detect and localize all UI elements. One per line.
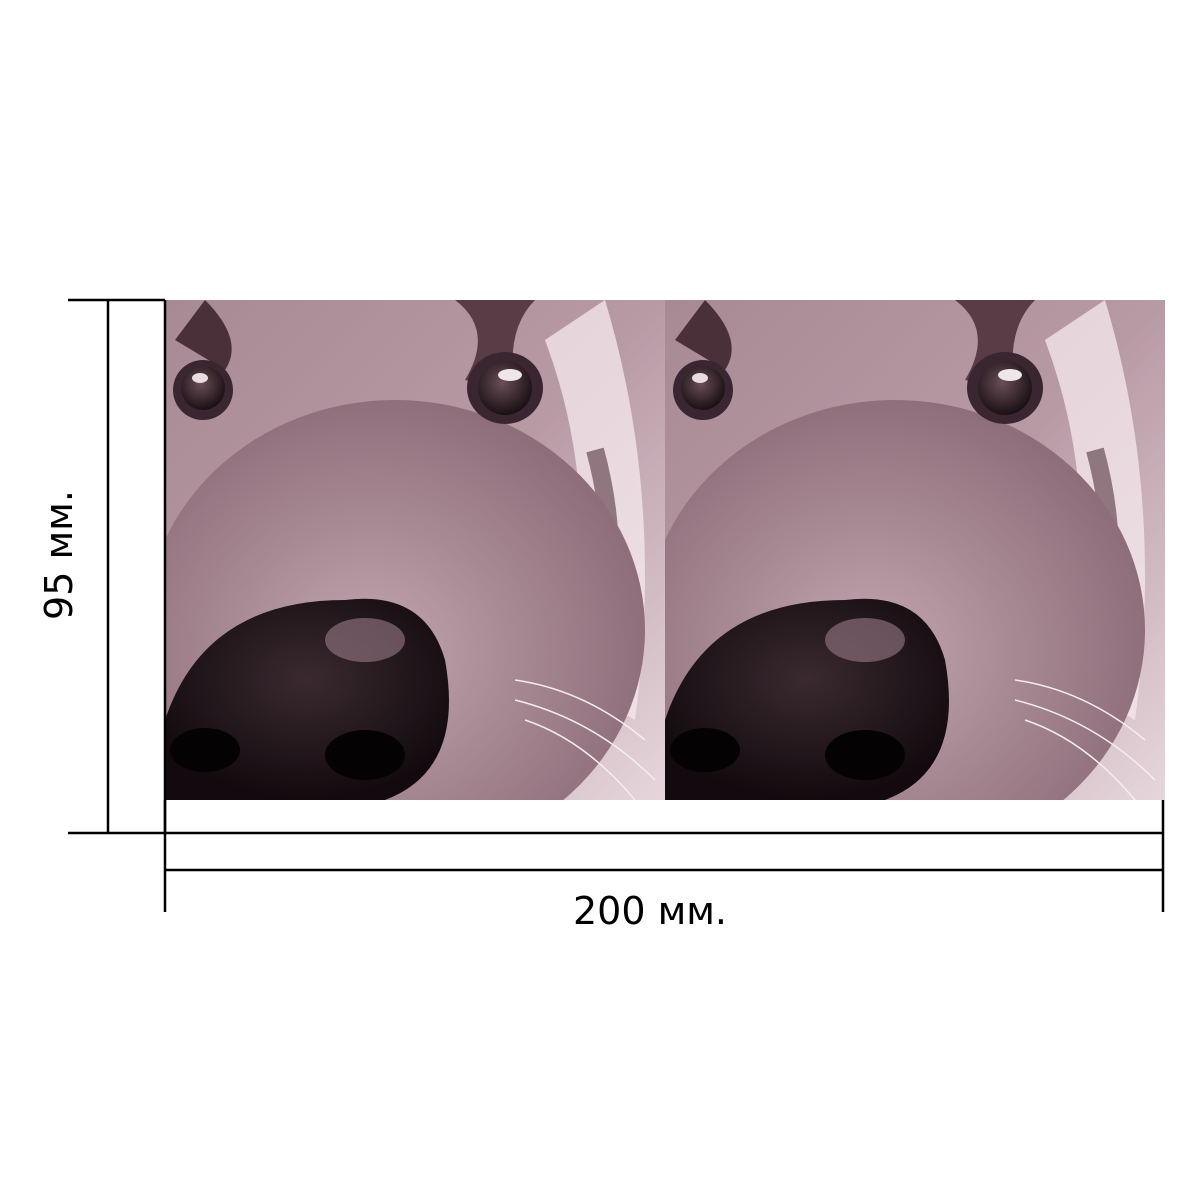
height-dimension: 95 мм. [37,298,167,835]
product-image-left [145,300,665,860]
width-label: 200 мм. [573,889,727,933]
product-image-right [645,300,1165,860]
height-label: 95 мм. [37,490,81,620]
width-dimension: 200 мм. [163,800,1165,933]
